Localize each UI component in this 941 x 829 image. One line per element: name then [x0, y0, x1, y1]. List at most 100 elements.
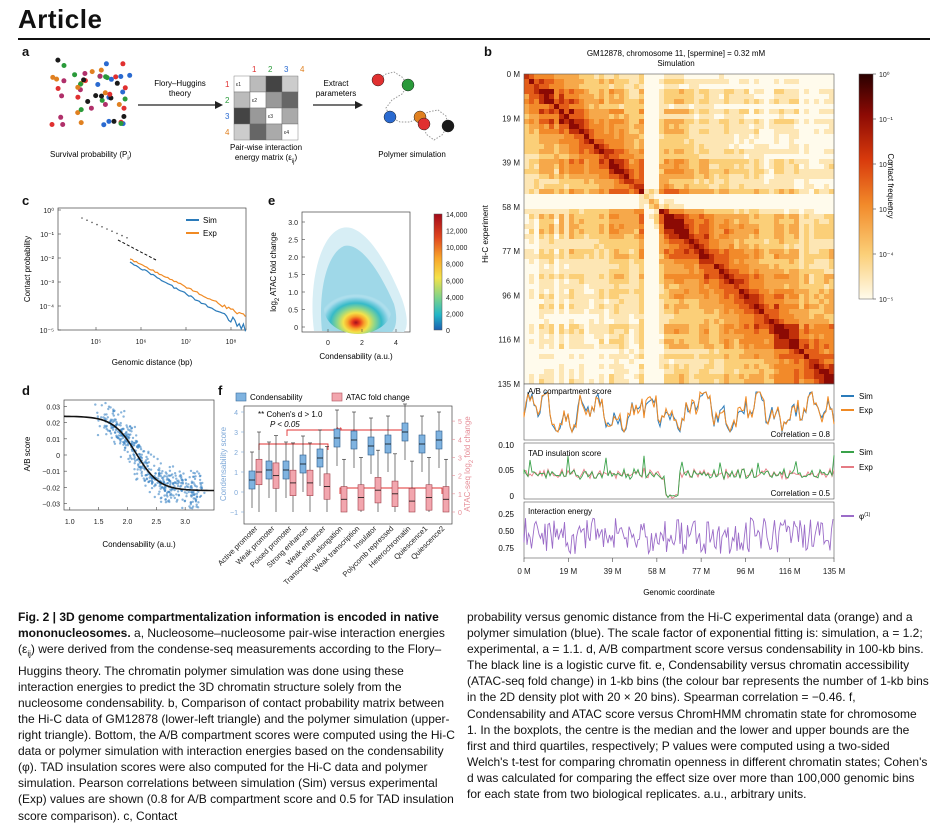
heatmap-cell — [549, 334, 555, 340]
heatmap-cell — [544, 204, 550, 210]
matrix-cell — [281, 107, 299, 125]
heatmap-cell — [524, 324, 530, 330]
heatmap-cell — [734, 214, 740, 220]
heatmap-cell — [644, 189, 650, 195]
heatmap-cell — [684, 99, 690, 105]
heatmap-cell — [709, 199, 715, 205]
colorbar-tick: 10⁻⁵ — [879, 297, 893, 304]
heatmap-cell — [644, 214, 650, 220]
heatmap-cell — [759, 364, 765, 370]
heatmap-cell — [724, 154, 730, 160]
heatmap-cell — [604, 319, 610, 325]
heatmap-cell — [704, 99, 710, 105]
heatmap-cell — [799, 154, 805, 160]
heatmap-cell — [809, 154, 815, 160]
d-point — [144, 484, 147, 487]
heatmap-cell — [569, 99, 575, 105]
heatmap-cell — [714, 199, 720, 205]
heatmap-cell — [744, 369, 750, 375]
heatmap-cell — [799, 299, 805, 305]
heatmap-cell — [774, 154, 780, 160]
heatmap-cell — [804, 79, 810, 85]
heatmap-cell — [819, 304, 825, 310]
heatmap-cell — [754, 269, 760, 275]
heatmap-cell — [799, 139, 805, 145]
heatmap-cell — [579, 374, 585, 380]
heatmap-cell — [779, 164, 785, 170]
heatmap-cell — [634, 284, 640, 290]
heatmap-cell — [684, 379, 690, 385]
heatmap-cell — [829, 209, 835, 215]
heatmap-cell — [619, 329, 625, 335]
heatmap-cell — [699, 289, 705, 295]
matrix-row-4: 4 — [225, 128, 230, 137]
heatmap-cell — [784, 239, 790, 245]
f-atac-box — [408, 488, 416, 513]
heatmap-cell — [764, 169, 770, 175]
heatmap-cell — [559, 104, 565, 110]
heatmap-cell — [829, 164, 835, 170]
heatmap-cell — [539, 129, 545, 135]
heatmap-cell — [579, 369, 585, 375]
heatmap-cell — [829, 159, 835, 165]
heatmap-cell — [784, 339, 790, 345]
heatmap-cell — [799, 84, 805, 90]
heatmap-cell — [604, 164, 610, 170]
heatmap-cell — [774, 279, 780, 285]
heatmap-cell — [539, 79, 545, 85]
heatmap-cell — [704, 189, 710, 195]
heatmap-cell — [579, 324, 585, 330]
heatmap-cell — [524, 359, 530, 365]
heatmap-cell — [749, 344, 755, 350]
heatmap-cell — [829, 149, 835, 155]
heatmap-cell — [654, 134, 660, 140]
heatmap-cell — [734, 319, 740, 325]
d-point — [200, 487, 203, 490]
heatmap-cell — [654, 129, 660, 135]
heatmap-cell — [809, 109, 815, 115]
heatmap-cell — [704, 214, 710, 220]
heatmap-cell — [689, 329, 695, 335]
heatmap-cell — [549, 134, 555, 140]
panel-d-figure: 0.030.020.010−0.01−0.02−0.031.0 1.5 2.0 2.5… — [23, 399, 215, 549]
heatmap-cell — [534, 369, 540, 375]
heatmap-cell — [664, 379, 670, 385]
heatmap-cell — [669, 269, 675, 275]
c-legend-sim: Sim — [203, 216, 217, 225]
heatmap-cell — [524, 174, 530, 180]
heatmap-cell — [579, 364, 585, 370]
heatmap-cell — [709, 204, 715, 210]
heatmap-cell — [584, 344, 590, 350]
heatmap-cell — [604, 379, 610, 385]
heatmap-cell — [654, 199, 660, 205]
heatmap-cell — [574, 169, 580, 175]
matrix-cell — [265, 75, 283, 93]
heatmap-cell — [804, 74, 810, 80]
heatmap-cell — [609, 284, 615, 290]
heatmap-cell — [649, 149, 655, 155]
heatmap-cell — [754, 134, 760, 140]
heatmap-cell — [604, 284, 610, 290]
heatmap-cell — [724, 224, 730, 230]
heatmap-cell — [639, 164, 645, 170]
heatmap-cell — [554, 304, 560, 310]
heatmap-cell — [574, 94, 580, 100]
heatmap-cell — [554, 74, 560, 80]
heatmap-cell — [789, 354, 795, 360]
heatmap-cell — [529, 199, 535, 205]
heatmap-cell — [524, 74, 530, 80]
heatmap-cell — [809, 349, 815, 355]
heatmap-cell — [544, 114, 550, 120]
heatmap-cell — [829, 314, 835, 320]
heatmap-cell — [659, 129, 665, 135]
heatmap-cell — [539, 119, 545, 125]
heatmap-cell — [799, 349, 805, 355]
heatmap-cell — [584, 289, 590, 295]
heatmap-cell — [719, 94, 725, 100]
heatmap-cell — [559, 279, 565, 285]
d-point — [136, 468, 139, 471]
heatmap-cell — [524, 94, 530, 100]
heatmap-cell — [554, 99, 560, 105]
heatmap-cell — [574, 134, 580, 140]
